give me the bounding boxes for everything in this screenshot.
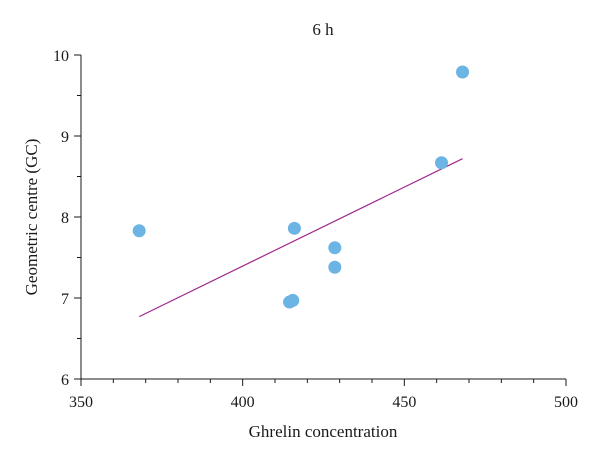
x-tick-label: 500: [554, 394, 578, 411]
data-points: [132, 65, 470, 309]
y-tick-label: 10: [53, 48, 69, 65]
x-tick-label: 350: [69, 394, 93, 411]
data-point: [132, 224, 146, 238]
data-point: [328, 260, 342, 274]
x-tick-label: 450: [392, 394, 416, 411]
y-axis-ticks: 6 7 8 9 10: [53, 48, 81, 389]
y-tick-label: 9: [61, 129, 69, 146]
chart-title: 6 h: [312, 20, 334, 39]
x-axis-ticks: 350 400 450 500: [69, 379, 578, 411]
trend-line: [138, 158, 463, 318]
y-axis-label: Geometric centre (GC): [22, 139, 41, 296]
data-point: [328, 241, 342, 255]
data-point: [456, 65, 470, 79]
y-tick-label: 6: [61, 372, 69, 389]
y-tick-label: 7: [61, 291, 69, 308]
data-point: [287, 221, 301, 235]
x-tick-label: 400: [231, 394, 255, 411]
y-tick-label: 8: [61, 210, 69, 227]
data-point: [286, 293, 300, 307]
data-point: [435, 156, 449, 170]
x-axis-label: Ghrelin concentration: [249, 422, 398, 441]
